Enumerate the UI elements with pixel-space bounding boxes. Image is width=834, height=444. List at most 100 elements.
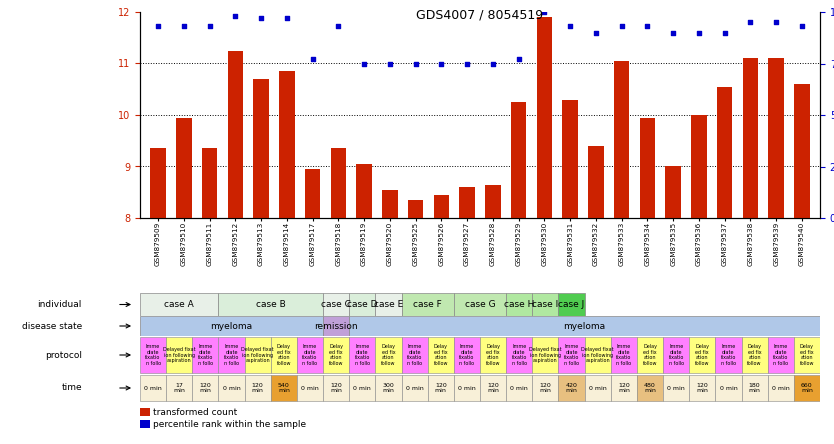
Bar <box>460 187 475 218</box>
Text: Delayed fixat
ion following
aspiration: Delayed fixat ion following aspiration <box>581 347 614 363</box>
Point <box>306 56 319 63</box>
Text: transformed count: transformed count <box>153 408 238 416</box>
Text: 120
min: 120 min <box>330 383 342 393</box>
Bar <box>219 293 323 316</box>
Text: Imme
diate
fixatio
n follo: Imme diate fixatio n follo <box>564 344 580 366</box>
Point <box>151 23 164 30</box>
Bar <box>297 375 323 401</box>
Bar <box>610 375 637 401</box>
Text: time: time <box>62 384 82 392</box>
Point <box>641 23 654 30</box>
Bar <box>794 375 820 401</box>
Bar <box>506 293 532 316</box>
Text: 0 min: 0 min <box>223 385 240 391</box>
Text: case G: case G <box>465 300 495 309</box>
Text: 0 min: 0 min <box>772 385 790 391</box>
Text: case C: case C <box>321 300 351 309</box>
Bar <box>305 169 320 218</box>
Bar <box>559 375 585 401</box>
Bar <box>244 375 271 401</box>
Point <box>486 60 500 67</box>
Bar <box>532 375 559 401</box>
Text: Imme
diate
fixatio
n follo: Imme diate fixatio n follo <box>354 344 370 366</box>
Bar <box>382 190 398 218</box>
Bar <box>375 293 401 316</box>
Bar <box>401 337 428 373</box>
Text: case H: case H <box>504 300 535 309</box>
Bar <box>506 375 532 401</box>
Bar <box>585 337 610 373</box>
Bar <box>140 293 219 316</box>
Bar <box>562 99 578 218</box>
Bar <box>401 375 428 401</box>
Bar <box>271 375 297 401</box>
Bar <box>150 148 166 218</box>
Text: 0 min: 0 min <box>458 385 476 391</box>
Bar <box>349 317 820 336</box>
Text: 120
min: 120 min <box>252 383 264 393</box>
Text: Imme
diate
fixatio
n follo: Imme diate fixatio n follo <box>198 344 213 366</box>
Text: Imme
diate
fixatio
n follo: Imme diate fixatio n follo <box>773 344 788 366</box>
Text: disease state: disease state <box>22 321 82 330</box>
Point <box>435 60 448 67</box>
Bar <box>428 375 454 401</box>
Text: Imme
diate
fixatio
n follo: Imme diate fixatio n follo <box>460 344 475 366</box>
Text: 120
min: 120 min <box>696 383 708 393</box>
Text: Imme
diate
fixatio
n follo: Imme diate fixatio n follo <box>511 344 527 366</box>
Text: percentile rank within the sample: percentile rank within the sample <box>153 420 306 428</box>
Point <box>666 29 680 36</box>
Point <box>512 56 525 63</box>
Text: GDS4007 / 8054519: GDS4007 / 8054519 <box>416 8 544 21</box>
Bar <box>637 337 663 373</box>
Point <box>615 23 628 30</box>
Bar <box>176 118 192 218</box>
Bar <box>691 115 706 218</box>
Bar <box>323 375 349 401</box>
Bar <box>794 84 810 218</box>
Text: 0 min: 0 min <box>589 385 606 391</box>
Bar <box>279 71 294 218</box>
Bar <box>356 164 372 218</box>
Text: 0 min: 0 min <box>354 385 371 391</box>
Bar <box>219 375 244 401</box>
Bar <box>689 375 716 401</box>
Bar <box>511 102 526 218</box>
Point <box>460 60 474 67</box>
Bar <box>166 337 193 373</box>
Text: 540
min: 540 min <box>278 383 289 393</box>
Text: remission: remission <box>314 321 358 330</box>
Point <box>538 8 551 16</box>
Text: Imme
diate
fixatio
n follo: Imme diate fixatio n follo <box>721 344 736 366</box>
Text: 0 min: 0 min <box>301 385 319 391</box>
Bar <box>228 51 243 218</box>
Text: 120
min: 120 min <box>199 383 211 393</box>
Text: individual: individual <box>38 300 82 309</box>
Text: Imme
diate
fixatio
n follo: Imme diate fixatio n follo <box>224 344 239 366</box>
Bar <box>716 337 741 373</box>
Bar <box>614 61 630 218</box>
Text: 180
min: 180 min <box>749 383 761 393</box>
Bar <box>375 375 401 401</box>
Bar <box>219 337 244 373</box>
Bar <box>663 375 689 401</box>
Text: case D: case D <box>347 300 378 309</box>
Bar <box>375 337 401 373</box>
Bar <box>559 337 585 373</box>
Text: 0 min: 0 min <box>667 385 685 391</box>
Bar <box>794 337 820 373</box>
Text: 120
min: 120 min <box>540 383 551 393</box>
Text: case F: case F <box>414 300 442 309</box>
Bar <box>349 375 375 401</box>
Bar <box>254 79 269 218</box>
Bar <box>193 375 219 401</box>
Bar <box>480 337 506 373</box>
Bar <box>506 337 532 373</box>
Point <box>718 29 731 36</box>
Point <box>770 19 783 26</box>
Point <box>203 23 216 30</box>
Bar <box>767 375 794 401</box>
Point <box>358 60 371 67</box>
Bar <box>349 293 375 316</box>
Text: Imme
diate
fixatio
n follo: Imme diate fixatio n follo <box>407 344 422 366</box>
Text: Delay
ed fix
ation
follow: Delay ed fix ation follow <box>800 344 814 366</box>
